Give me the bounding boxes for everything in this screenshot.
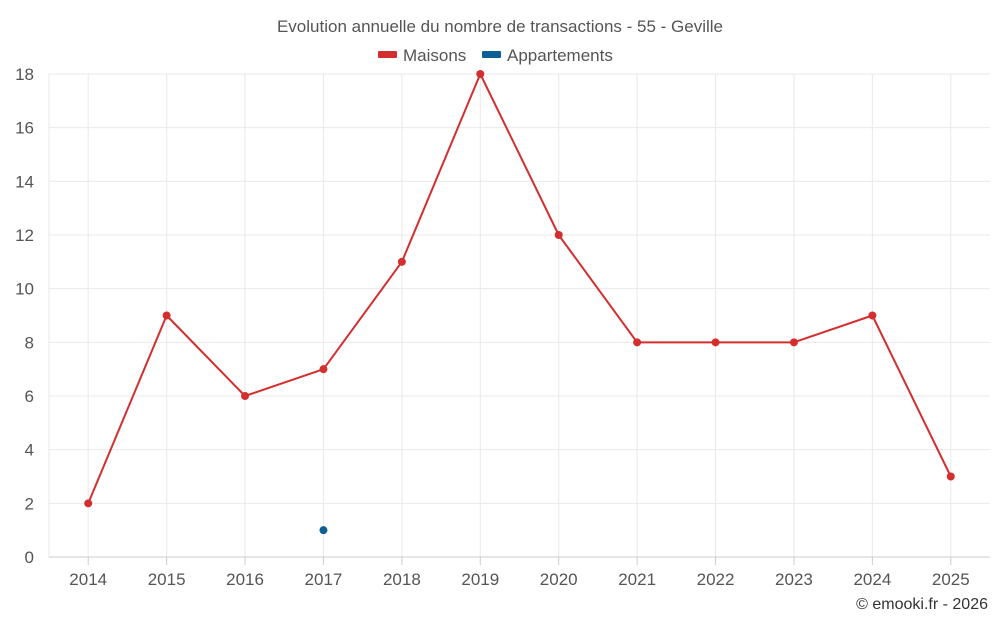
credit-text: © emooki.fr - 2026	[856, 596, 988, 613]
data-point-maisons-2025[interactable]	[946, 472, 955, 481]
legend-swatch-appartements	[482, 51, 501, 58]
data-point-maisons-2014[interactable]	[84, 499, 93, 508]
data-point-maisons-2022[interactable]	[711, 338, 720, 347]
y-tick-label: 4	[25, 441, 34, 460]
x-tick-label: 2019	[461, 570, 499, 589]
grid	[48, 73, 990, 557]
chart-title: Evolution annuelle du nombre de transact…	[277, 17, 723, 36]
x-tick-label: 2022	[697, 570, 735, 589]
series-appartements	[319, 526, 328, 535]
x-tick-label: 2024	[853, 570, 891, 589]
legend: Maisons Appartements	[378, 46, 613, 65]
y-tick-label: 12	[15, 226, 34, 245]
x-tick-label: 2018	[383, 570, 421, 589]
legend-item-maisons[interactable]: Maisons	[378, 46, 466, 65]
y-tick-label: 18	[15, 65, 34, 84]
y-tick-label: 0	[25, 548, 34, 567]
data-point-maisons-2020[interactable]	[554, 231, 563, 239]
x-tick-label: 2016	[226, 570, 264, 589]
data-point-appartements-2017[interactable]	[319, 526, 328, 535]
data-point-maisons-2016[interactable]	[241, 392, 250, 400]
legend-item-appartements[interactable]: Appartements	[482, 46, 613, 65]
legend-swatch-maisons	[378, 51, 397, 58]
x-tick-label: 2021	[618, 570, 656, 589]
data-point-maisons-2019[interactable]	[476, 70, 485, 78]
data-point-maisons-2017[interactable]	[319, 365, 328, 374]
x-tick-label: 2017	[305, 570, 343, 589]
data-point-maisons-2021[interactable]	[633, 338, 642, 347]
legend-label-maisons: Maisons	[403, 46, 466, 65]
legend-label-appartements: Appartements	[507, 46, 613, 65]
x-tick-label: 2015	[148, 570, 186, 589]
data-point-maisons-2024[interactable]	[868, 311, 877, 320]
y-tick-label: 16	[15, 119, 34, 138]
data-point-maisons-2015[interactable]	[162, 311, 171, 320]
axes: 0 2 4 6 8 10 12 14 16 18 2014 2015 2016 2017 2018 2019 2…	[15, 65, 990, 589]
x-tick-label: 2023	[775, 570, 813, 589]
y-tick-label: 8	[25, 333, 34, 352]
x-tick-label: 2014	[69, 570, 107, 589]
y-tick-label: 6	[25, 387, 34, 406]
x-tick-label: 2020	[540, 570, 578, 589]
y-tick-label: 2	[25, 494, 34, 513]
y-tick-label: 14	[15, 172, 34, 191]
series	[84, 70, 955, 535]
data-point-maisons-2023[interactable]	[789, 338, 798, 347]
series-line-maisons	[87, 73, 952, 504]
y-tick-label: 10	[15, 280, 34, 299]
series-maisons	[84, 70, 955, 508]
data-point-maisons-2018[interactable]	[397, 257, 406, 266]
x-tick-label: 2025	[932, 570, 970, 589]
